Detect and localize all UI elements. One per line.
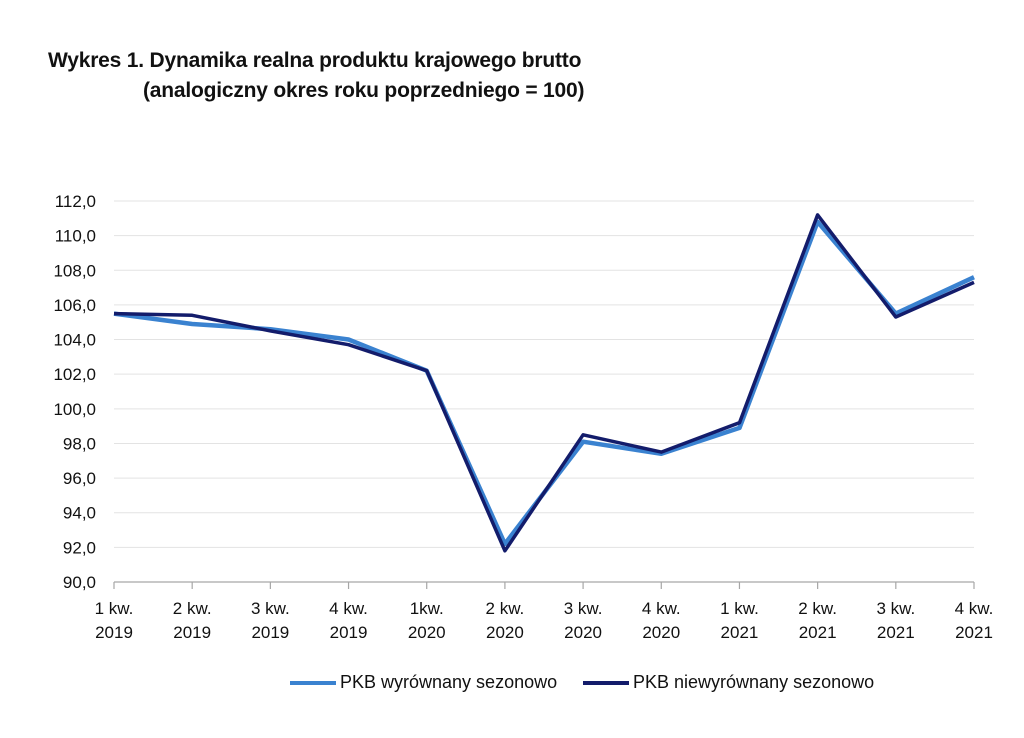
chart-title-line2: (analogiczny okres roku poprzedniego = 1… bbox=[143, 79, 585, 102]
x-tick-label-year: 2021 bbox=[955, 623, 993, 642]
y-tick-label: 112,0 bbox=[55, 192, 96, 211]
y-tick-label: 92,0 bbox=[63, 538, 96, 557]
x-tick-label-quarter: 4 kw. bbox=[642, 599, 681, 618]
y-tick-label: 98,0 bbox=[63, 434, 96, 453]
y-tick-label: 100,0 bbox=[53, 400, 96, 419]
y-tick-label: 110,0 bbox=[55, 227, 96, 246]
x-tick-label-year: 2019 bbox=[173, 623, 211, 642]
x-tick-label-year: 2020 bbox=[564, 623, 602, 642]
x-tick-label-year: 2019 bbox=[95, 623, 133, 642]
series-line-2 bbox=[113, 213, 975, 553]
x-tick-label-quarter: 1 kw. bbox=[720, 599, 759, 618]
x-tick-label-quarter: 2 kw. bbox=[486, 599, 525, 618]
x-tick-label-quarter: 3 kw. bbox=[564, 599, 603, 618]
legend-label-series-1: PKB wyrównany sezonowo bbox=[340, 672, 558, 692]
y-tick-label: 96,0 bbox=[63, 469, 96, 488]
legend-swatch-series-2 bbox=[583, 680, 629, 685]
y-tick-label: 104,0 bbox=[53, 331, 96, 350]
x-tick-label-quarter: 3 kw. bbox=[876, 599, 915, 618]
x-tick-label-year: 2019 bbox=[330, 623, 368, 642]
x-tick-label-quarter: 1kw. bbox=[410, 599, 444, 618]
x-tick-label-year: 2019 bbox=[251, 623, 289, 642]
x-tick-label-quarter: 2 kw. bbox=[798, 599, 837, 618]
x-tick-label-year: 2020 bbox=[408, 623, 446, 642]
x-tick-label-year: 2021 bbox=[799, 623, 837, 642]
x-tick-label-quarter: 3 kw. bbox=[251, 599, 290, 618]
legend-swatch-series-1 bbox=[290, 680, 336, 685]
x-tick-label-quarter: 1 kw. bbox=[95, 599, 134, 618]
y-tick-label: 90,0 bbox=[63, 573, 96, 592]
x-tick-label-year: 2020 bbox=[642, 623, 680, 642]
x-tick-label-year: 2021 bbox=[877, 623, 915, 642]
y-tick-label: 94,0 bbox=[63, 504, 96, 523]
x-tick-label-quarter: 4 kw. bbox=[955, 599, 994, 618]
y-tick-label: 108,0 bbox=[53, 261, 96, 280]
x-tick-label-quarter: 2 kw. bbox=[173, 599, 212, 618]
legend-item-series-2: PKB niewyrównany sezonowo bbox=[583, 672, 874, 693]
y-tick-label: 106,0 bbox=[53, 296, 96, 315]
legend-item-series-1: PKB wyrównany sezonowo bbox=[290, 672, 557, 693]
x-tick-label-quarter: 4 kw. bbox=[329, 599, 368, 618]
legend-label-series-2: PKB niewyrównany sezonowo bbox=[633, 672, 875, 692]
x-tick-label-year: 2021 bbox=[721, 623, 759, 642]
chart-title-line1: Wykres 1. Dynamika realna produktu krajo… bbox=[48, 49, 582, 72]
x-tick-label-year: 2020 bbox=[486, 623, 524, 642]
y-tick-label: 102,0 bbox=[53, 365, 96, 384]
